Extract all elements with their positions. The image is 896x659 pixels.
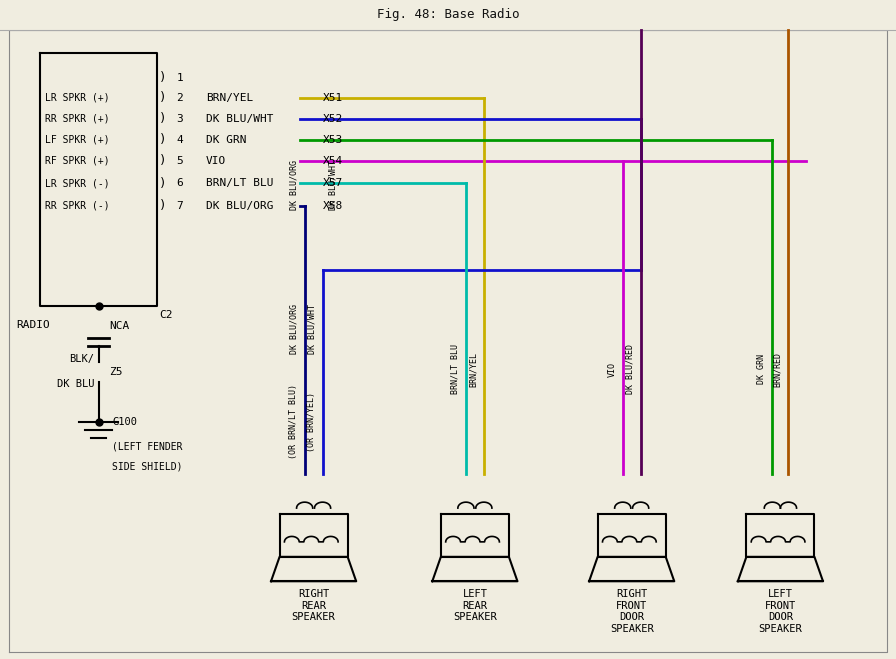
Text: ): ) <box>159 177 166 190</box>
Text: VIO: VIO <box>206 156 227 166</box>
Text: ): ) <box>159 91 166 104</box>
Text: LR SPKR (-): LR SPKR (-) <box>45 178 109 188</box>
Text: X52: X52 <box>323 113 343 124</box>
Text: BRN/RED: BRN/RED <box>773 351 782 387</box>
Text: DK BLU: DK BLU <box>56 379 94 389</box>
Text: 4: 4 <box>177 134 184 145</box>
Bar <box>0 0 896 30</box>
Text: RADIO: RADIO <box>16 320 50 330</box>
Text: RIGHT
REAR
SPEAKER: RIGHT REAR SPEAKER <box>292 589 335 622</box>
Text: DK GRN: DK GRN <box>757 354 766 384</box>
Text: 3: 3 <box>177 113 184 124</box>
Text: LF SPKR (+): LF SPKR (+) <box>45 134 109 145</box>
Text: X51: X51 <box>323 92 343 103</box>
Text: LEFT
FRONT
DOOR
SPEAKER: LEFT FRONT DOOR SPEAKER <box>759 589 802 634</box>
Text: X57: X57 <box>323 178 343 188</box>
Text: RF SPKR (+): RF SPKR (+) <box>45 156 109 166</box>
Text: DK BLU/WHT: DK BLU/WHT <box>206 113 273 124</box>
Text: 5: 5 <box>177 156 184 166</box>
Text: 6: 6 <box>177 178 184 188</box>
Text: DK GRN: DK GRN <box>206 134 246 145</box>
Text: ): ) <box>159 71 166 84</box>
Text: BRN/YEL: BRN/YEL <box>206 92 254 103</box>
Text: LR SPKR (+): LR SPKR (+) <box>45 92 109 103</box>
Text: BRN/LT BLU: BRN/LT BLU <box>206 178 273 188</box>
Text: ): ) <box>159 154 166 167</box>
Text: X54: X54 <box>323 156 343 166</box>
Text: 2: 2 <box>177 92 184 103</box>
Text: DK BLU/RED: DK BLU/RED <box>625 344 634 394</box>
Text: DK BLU/WHT: DK BLU/WHT <box>329 159 338 210</box>
Text: ): ) <box>159 199 166 212</box>
Text: DK BLU/ORG: DK BLU/ORG <box>289 304 298 355</box>
Text: (OR BRN/YEL): (OR BRN/YEL) <box>307 391 316 452</box>
Text: X58: X58 <box>323 200 343 211</box>
Text: 7: 7 <box>177 200 184 211</box>
Text: C2: C2 <box>159 310 173 320</box>
Text: Z5: Z5 <box>109 367 123 378</box>
Text: BLK/: BLK/ <box>69 354 94 364</box>
Text: BRN/YEL: BRN/YEL <box>469 351 478 387</box>
Text: 1: 1 <box>177 72 184 83</box>
Text: (OR BRN/LT BLU): (OR BRN/LT BLU) <box>289 384 298 459</box>
Text: G100: G100 <box>112 416 137 427</box>
Text: RIGHT
FRONT
DOOR
SPEAKER: RIGHT FRONT DOOR SPEAKER <box>610 589 653 634</box>
Text: RR SPKR (+): RR SPKR (+) <box>45 113 109 124</box>
Text: NCA: NCA <box>109 321 130 331</box>
Text: ): ) <box>159 133 166 146</box>
Text: (LEFT FENDER: (LEFT FENDER <box>112 442 183 452</box>
Text: DK BLU/ORG: DK BLU/ORG <box>206 200 273 211</box>
Text: VIO: VIO <box>607 362 616 376</box>
Text: DK BLU/WHT: DK BLU/WHT <box>307 304 316 355</box>
Text: DK BLU/ORG: DK BLU/ORG <box>289 159 298 210</box>
Text: LEFT
REAR
SPEAKER: LEFT REAR SPEAKER <box>453 589 496 622</box>
Text: BRN/LT BLU: BRN/LT BLU <box>451 344 460 394</box>
Text: RR SPKR (-): RR SPKR (-) <box>45 200 109 211</box>
Text: Fig. 48: Base Radio: Fig. 48: Base Radio <box>376 9 520 21</box>
Text: SIDE SHIELD): SIDE SHIELD) <box>112 461 183 472</box>
Text: X53: X53 <box>323 134 343 145</box>
Text: ): ) <box>159 112 166 125</box>
